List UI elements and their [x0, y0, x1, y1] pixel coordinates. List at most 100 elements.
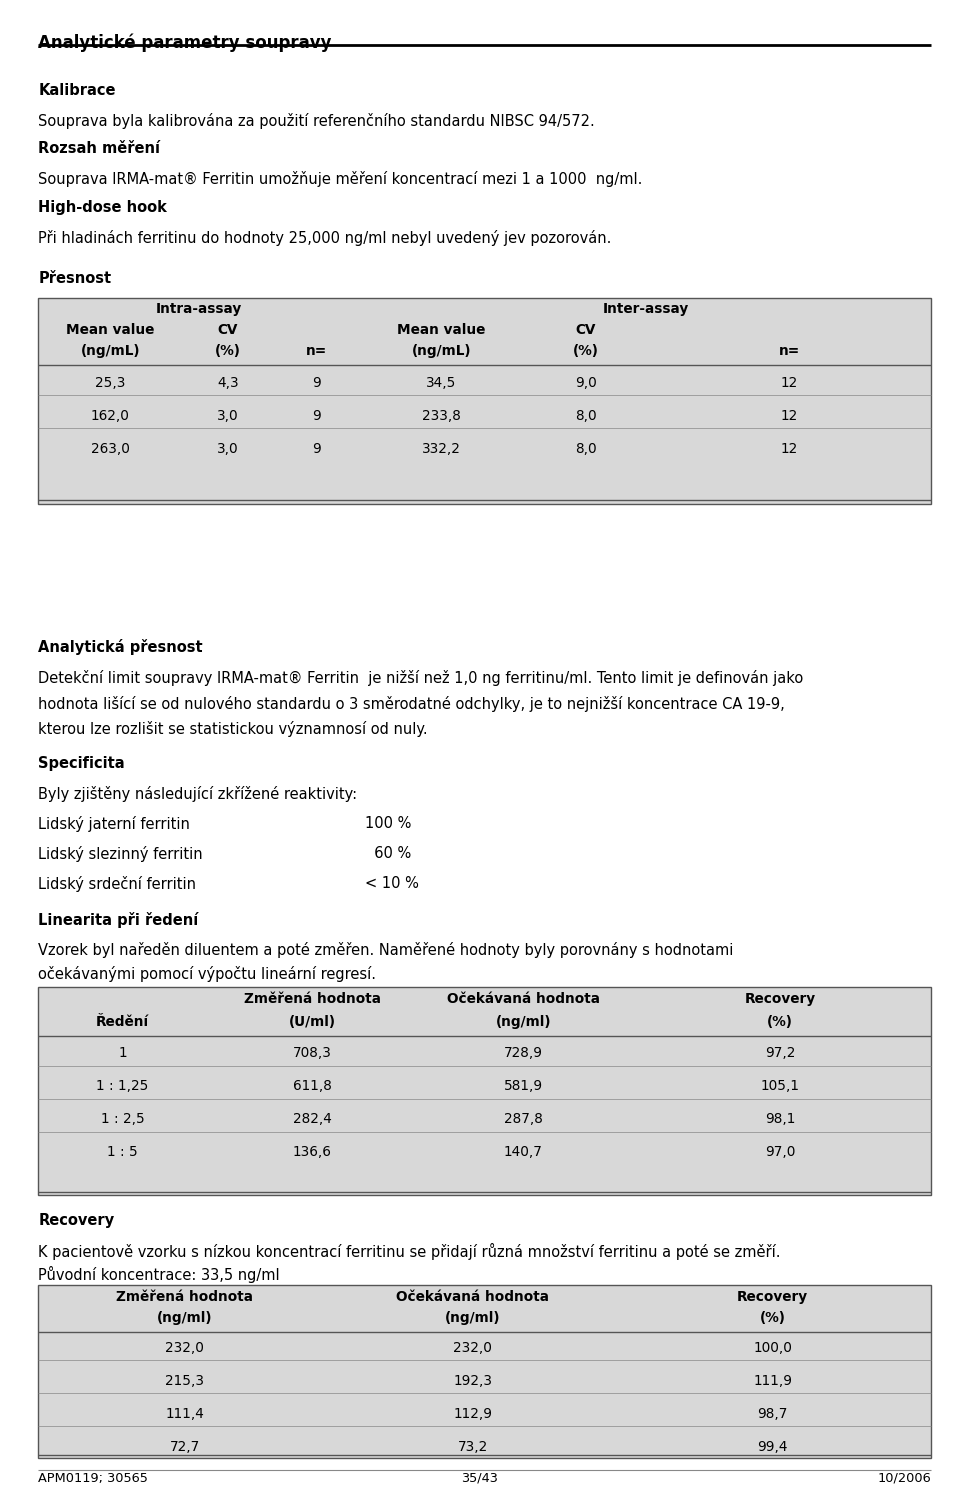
Text: Souprava byla kalibrována za použití referenčního standardu NIBSC 94/572.: Souprava byla kalibrována za použití ref…	[38, 113, 595, 129]
Text: 1 : 5: 1 : 5	[107, 1145, 138, 1159]
FancyBboxPatch shape	[38, 1285, 931, 1458]
Text: (U/ml): (U/ml)	[289, 1015, 335, 1028]
Text: (ng/mL): (ng/mL)	[81, 344, 140, 358]
Text: 99,4: 99,4	[757, 1440, 788, 1453]
Text: 9: 9	[312, 376, 322, 389]
Text: 12: 12	[781, 409, 798, 422]
Text: n=: n=	[779, 344, 801, 358]
Text: 100,0: 100,0	[754, 1341, 792, 1354]
Text: K pacientově vzorku s nízkou koncentrací ferritinu se přidají různá množství fer: K pacientově vzorku s nízkou koncentrací…	[38, 1243, 780, 1260]
Text: (%): (%)	[573, 344, 598, 358]
Text: Byly zjištěny následující zkřížené reaktivity:: Byly zjištěny následující zkřížené reakt…	[38, 786, 357, 803]
Text: 97,2: 97,2	[765, 1046, 795, 1060]
Text: 111,9: 111,9	[754, 1374, 792, 1387]
Text: 611,8: 611,8	[293, 1079, 331, 1093]
Text: 60 %: 60 %	[365, 846, 411, 861]
Text: 581,9: 581,9	[504, 1079, 542, 1093]
Text: 25,3: 25,3	[95, 376, 126, 389]
Text: 111,4: 111,4	[165, 1407, 204, 1420]
Text: 100 %: 100 %	[365, 816, 411, 831]
Text: Inter-assay: Inter-assay	[603, 302, 688, 316]
FancyBboxPatch shape	[38, 987, 931, 1195]
Text: 215,3: 215,3	[165, 1374, 204, 1387]
Text: 708,3: 708,3	[293, 1046, 331, 1060]
Text: Změřená hodnota: Změřená hodnota	[116, 1290, 253, 1303]
Text: 728,9: 728,9	[504, 1046, 542, 1060]
Text: Přesnost: Přesnost	[38, 271, 111, 286]
Text: Analytické parametry soupravy: Analytické parametry soupravy	[38, 33, 332, 51]
Text: 12: 12	[781, 442, 798, 455]
Text: (%): (%)	[760, 1311, 785, 1324]
Text: 98,1: 98,1	[765, 1112, 795, 1126]
Text: 10/2006: 10/2006	[877, 1471, 931, 1485]
Text: Linearita při ředení: Linearita při ředení	[38, 912, 199, 929]
Text: (ng/ml): (ng/ml)	[445, 1311, 500, 1324]
Text: Lidský jaterní ferritin: Lidský jaterní ferritin	[38, 816, 190, 833]
Text: Souprava IRMA-mat® Ferritin umožňuje měření koncentrací mezi 1 a 1000  ng/ml.: Souprava IRMA-mat® Ferritin umožňuje měř…	[38, 171, 643, 188]
FancyBboxPatch shape	[38, 298, 931, 504]
Text: Vzorek byl naředěn diluentem a poté změřen. Naměřené hodnoty byly porovnány s ho: Vzorek byl naředěn diluentem a poté změř…	[38, 942, 733, 959]
Text: < 10 %: < 10 %	[365, 876, 419, 891]
Text: Původní koncentrace: 33,5 ng/ml: Původní koncentrace: 33,5 ng/ml	[38, 1266, 280, 1282]
Text: High-dose hook: High-dose hook	[38, 200, 167, 215]
Text: 8,0: 8,0	[575, 409, 596, 422]
Text: 3,0: 3,0	[217, 442, 239, 455]
Text: Rozsah měření: Rozsah měření	[38, 141, 160, 156]
Text: 98,7: 98,7	[757, 1407, 788, 1420]
Text: Očekávaná hodnota: Očekávaná hodnota	[446, 992, 600, 1006]
Text: Očekávaná hodnota: Očekávaná hodnota	[396, 1290, 549, 1303]
Text: 136,6: 136,6	[293, 1145, 331, 1159]
Text: 162,0: 162,0	[91, 409, 130, 422]
Text: Kalibrace: Kalibrace	[38, 83, 116, 98]
Text: (ng/ml): (ng/ml)	[157, 1311, 212, 1324]
Text: hodnota lišící se od nulového standardu o 3 směrodatné odchylky, je to nejnižší : hodnota lišící se od nulového standardu …	[38, 696, 785, 712]
Text: Analytická přesnost: Analytická přesnost	[38, 639, 203, 655]
Text: Intra-assay: Intra-assay	[156, 302, 242, 316]
Text: 12: 12	[781, 376, 798, 389]
Text: 105,1: 105,1	[760, 1079, 800, 1093]
Text: 9: 9	[312, 442, 322, 455]
Text: Mean value: Mean value	[66, 323, 155, 337]
Text: 1 : 2,5: 1 : 2,5	[101, 1112, 144, 1126]
Text: 1: 1	[118, 1046, 127, 1060]
Text: 192,3: 192,3	[453, 1374, 492, 1387]
Text: 282,4: 282,4	[293, 1112, 331, 1126]
Text: Recovery: Recovery	[737, 1290, 808, 1303]
Text: Detekční limit soupravy IRMA-mat® Ferritin  je nižší než 1,0 ng ferritinu/ml. Te: Detekční limit soupravy IRMA-mat® Ferrit…	[38, 670, 804, 687]
Text: (ng/mL): (ng/mL)	[412, 344, 471, 358]
Text: 332,2: 332,2	[422, 442, 461, 455]
Text: 9,0: 9,0	[575, 376, 596, 389]
Text: CV: CV	[575, 323, 596, 337]
Text: (%): (%)	[215, 344, 241, 358]
Text: 3,0: 3,0	[217, 409, 239, 422]
Text: Změřená hodnota: Změřená hodnota	[244, 992, 380, 1006]
Text: Recovery: Recovery	[744, 992, 816, 1006]
Text: 232,0: 232,0	[453, 1341, 492, 1354]
Text: 34,5: 34,5	[426, 376, 457, 389]
Text: 287,8: 287,8	[504, 1112, 542, 1126]
Text: kterou lze rozlišit se statistickou významnosí od nuly.: kterou lze rozlišit se statistickou význ…	[38, 721, 428, 738]
Text: 97,0: 97,0	[765, 1145, 795, 1159]
Text: Ředění: Ředění	[96, 1015, 149, 1028]
Text: Při hladinách ferritinu do hodnoty 25,000 ng/ml nebyl uvedený jev pozorován.: Při hladinách ferritinu do hodnoty 25,00…	[38, 230, 612, 246]
Text: 263,0: 263,0	[91, 442, 130, 455]
Text: Lidský srdeční ferritin: Lidský srdeční ferritin	[38, 876, 197, 893]
Text: 35/43: 35/43	[462, 1471, 498, 1485]
Text: CV: CV	[218, 323, 238, 337]
Text: 9: 9	[312, 409, 322, 422]
Text: 73,2: 73,2	[458, 1440, 488, 1453]
Text: 8,0: 8,0	[575, 442, 596, 455]
Text: APM0119; 30565: APM0119; 30565	[38, 1471, 148, 1485]
Text: n=: n=	[306, 344, 327, 358]
Text: Mean value: Mean value	[397, 323, 486, 337]
Text: (%): (%)	[767, 1015, 793, 1028]
Text: 140,7: 140,7	[504, 1145, 542, 1159]
Text: Recovery: Recovery	[38, 1213, 114, 1228]
Text: Lidský slezinný ferritin: Lidský slezinný ferritin	[38, 846, 203, 863]
Text: očekávanými pomocí výpočtu lineární regresí.: očekávanými pomocí výpočtu lineární regr…	[38, 966, 376, 983]
Text: 112,9: 112,9	[453, 1407, 492, 1420]
Text: 232,0: 232,0	[165, 1341, 204, 1354]
Text: (ng/ml): (ng/ml)	[495, 1015, 551, 1028]
Text: 72,7: 72,7	[170, 1440, 200, 1453]
Text: 1 : 1,25: 1 : 1,25	[96, 1079, 149, 1093]
